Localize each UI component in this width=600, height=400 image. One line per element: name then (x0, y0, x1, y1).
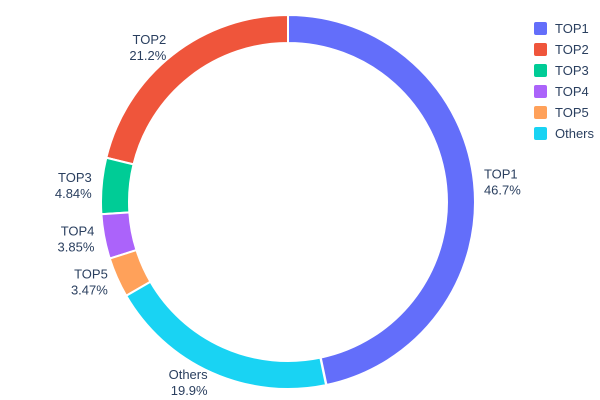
legend-label-TOP4: TOP4 (555, 84, 589, 99)
legend-swatch-TOP4 (534, 85, 547, 98)
legend-item-TOP3[interactable]: TOP3 (534, 64, 594, 77)
legend-swatch-TOP5 (534, 106, 547, 119)
legend-label-TOP2: TOP2 (555, 42, 589, 57)
chart-legend: TOP1 TOP2 TOP3 TOP4 TOP5 Others (534, 22, 594, 140)
legend-label-TOP1: TOP1 (555, 21, 589, 36)
slice-label-TOP2: TOP2 21.2% (129, 32, 166, 63)
pie-slice-TOP5[interactable] (108, 248, 152, 298)
legend-item-TOP1[interactable]: TOP1 (534, 22, 594, 35)
legend-swatch-TOP1 (534, 22, 547, 35)
slice-label-TOP3: TOP3 4.84% (55, 170, 92, 201)
legend-item-TOP4[interactable]: TOP4 (534, 85, 594, 98)
pie-slice-TOP1[interactable] (287, 13, 476, 387)
legend-label-TOP3: TOP3 (555, 63, 589, 78)
pie-slice-Others[interactable] (124, 280, 328, 390)
legend-swatch-Others (534, 127, 547, 140)
slice-label-TOP5: TOP5 3.47% (71, 267, 108, 298)
pie-slice-TOP4[interactable] (100, 211, 138, 260)
slice-label-Others: Others 19.9% (169, 367, 209, 398)
legend-item-TOP5[interactable]: TOP5 (534, 106, 594, 119)
legend-swatch-TOP3 (534, 64, 547, 77)
legend-swatch-TOP2 (534, 43, 547, 56)
pie-slice-TOP3[interactable] (100, 156, 135, 216)
slice-label-TOP1: TOP1 46.7% (484, 167, 521, 198)
legend-label-TOP5: TOP5 (555, 105, 589, 120)
pie-slice-TOP2[interactable] (105, 13, 289, 166)
legend-item-Others[interactable]: Others (534, 127, 594, 140)
legend-label-Others: Others (555, 126, 595, 141)
legend-item-TOP2[interactable]: TOP2 (534, 43, 594, 56)
slice-label-TOP4: TOP4 3.85% (58, 223, 95, 254)
